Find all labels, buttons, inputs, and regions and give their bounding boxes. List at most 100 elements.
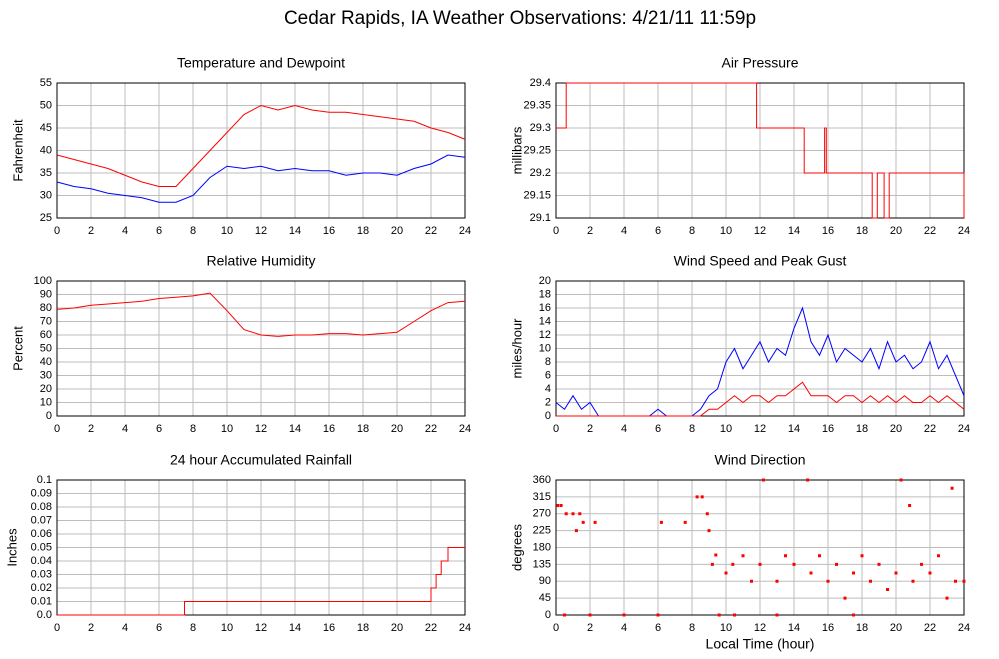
data-point	[733, 613, 736, 617]
y-tick-label: 18	[539, 288, 551, 300]
x-tick-label: 4	[621, 423, 627, 435]
data-point	[659, 520, 663, 524]
chart-title: Wind Direction	[714, 452, 805, 468]
y-tick-label: 0.03	[31, 568, 52, 580]
y-tick-label: 80	[40, 302, 52, 314]
x-tick-label: 6	[156, 622, 162, 634]
data-point	[920, 562, 923, 566]
x-tick-label: 10	[720, 622, 732, 634]
data-point	[622, 613, 626, 617]
x-tick-label: 12	[754, 423, 766, 435]
data-line	[556, 82, 965, 219]
x-tick-label: 10	[221, 225, 233, 237]
y-tick-label: 55	[40, 77, 52, 89]
x-tick-label: 2	[88, 423, 94, 435]
data-point	[792, 562, 796, 566]
data-line	[57, 547, 465, 616]
data-point	[775, 579, 779, 583]
x-tick-label: 4	[122, 622, 128, 634]
x-tick-label: 14	[289, 225, 301, 237]
x-tick-label: 6	[655, 225, 661, 237]
data-point	[695, 495, 699, 499]
plot-frame	[56, 280, 466, 417]
data-point	[714, 553, 718, 557]
x-tick-label: 22	[924, 225, 936, 237]
x-tick-label: 24	[459, 225, 471, 237]
x-tick-label: 2	[587, 622, 593, 634]
data-point	[826, 579, 830, 583]
data-point	[899, 478, 903, 482]
x-tick-label: 12	[754, 622, 766, 634]
plot-frame	[555, 82, 965, 219]
y-tick-label: 45	[539, 592, 551, 604]
x-tick-label: 14	[788, 622, 800, 634]
data-point	[835, 562, 838, 566]
x-tick-label: 12	[255, 423, 267, 435]
y-tick-label: 16	[539, 302, 551, 314]
data-point	[571, 512, 575, 516]
data-point	[593, 520, 597, 524]
chart-title: Air Pressure	[721, 55, 798, 71]
y-tick-label: 50	[40, 99, 52, 111]
y-tick-label: 10	[40, 396, 52, 408]
data-point	[731, 562, 735, 566]
y-tick-label: 90	[40, 288, 52, 300]
y-tick-label: 40	[40, 144, 52, 156]
y-tick-label: 0.01	[31, 595, 52, 607]
x-tick-label: 8	[689, 423, 695, 435]
data-point	[761, 478, 765, 482]
x-tick-label: 8	[689, 622, 695, 634]
x-tick-label: 10	[720, 423, 732, 435]
x-tick-label: 0	[54, 225, 60, 237]
x-tick-label: 18	[357, 225, 369, 237]
x-tick-label: 12	[255, 225, 267, 237]
x-tick-label: 0	[553, 225, 559, 237]
data-point	[559, 504, 563, 507]
x-tick-label: 6	[156, 423, 162, 435]
y-tick-label: 70	[40, 315, 52, 327]
y-tick-label: 2	[545, 396, 551, 408]
y-axis-label: Inches	[4, 528, 19, 567]
x-tick-label: 14	[289, 423, 301, 435]
y-tick-label: 0.06	[31, 528, 52, 540]
x-tick-label: 16	[822, 622, 834, 634]
y-tick-label: 29.35	[523, 99, 551, 111]
x-tick-label: 10	[221, 622, 233, 634]
x-tick-label: 22	[425, 225, 437, 237]
y-tick-label: 50	[40, 342, 52, 354]
y-tick-label: 180	[533, 541, 551, 553]
y-tick-label: 29.2	[530, 167, 551, 179]
x-tick-label: 2	[587, 423, 593, 435]
data-point	[700, 495, 704, 499]
data-point	[945, 596, 949, 600]
y-tick-label: 0.08	[31, 501, 52, 513]
data-point	[886, 588, 889, 591]
x-tick-label: 24	[459, 622, 471, 634]
x-tick-label: 2	[88, 225, 94, 237]
chart-title: Wind Speed and Peak Gust	[674, 253, 847, 269]
data-point	[574, 529, 578, 533]
data-point	[806, 478, 810, 482]
x-tick-label: 20	[890, 423, 902, 435]
plot-frame	[555, 280, 965, 417]
y-axis-label: Fahrenheit	[10, 119, 25, 182]
x-tick-label: 20	[890, 622, 902, 634]
data-point	[741, 554, 745, 558]
y-axis-label: miles/hour	[509, 318, 524, 379]
x-tick-label: 4	[122, 225, 128, 237]
data-line	[56, 292, 466, 337]
data-point	[784, 554, 787, 558]
x-tick-label: 6	[655, 423, 661, 435]
x-tick-label: 8	[689, 225, 695, 237]
x-tick-label: 22	[924, 423, 936, 435]
x-tick-label: 18	[856, 225, 868, 237]
data-point	[683, 520, 687, 524]
x-tick-label: 20	[391, 622, 403, 634]
data-point	[869, 579, 872, 583]
x-tick-label: 4	[621, 622, 627, 634]
data-point	[818, 554, 821, 558]
chart-title: 24 hour Accumulated Rainfall	[170, 452, 352, 468]
y-tick-label: 20	[539, 275, 551, 287]
x-tick-label: 16	[323, 423, 335, 435]
